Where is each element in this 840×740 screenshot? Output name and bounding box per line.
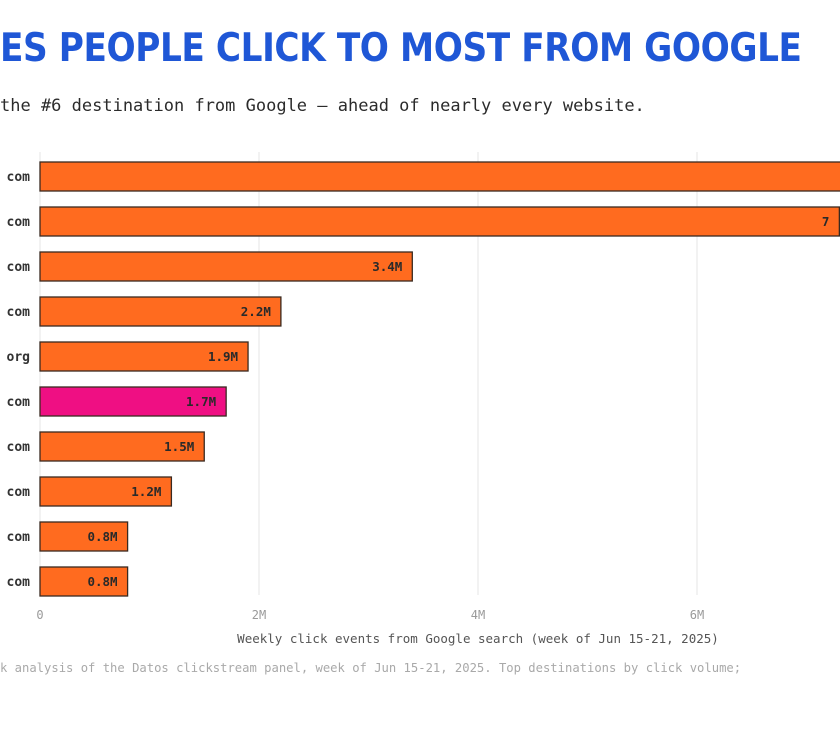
category-label: com — [7, 395, 31, 410]
bar — [39, 341, 249, 372]
value-label: 1.2M — [131, 484, 161, 499]
category-label: com — [7, 440, 31, 455]
bar — [39, 296, 282, 327]
x-tick-label: 6M — [690, 608, 704, 622]
category-label: com — [7, 485, 31, 500]
bars — [39, 161, 840, 597]
category-label: com — [7, 215, 31, 230]
category-label: com — [7, 260, 31, 275]
category-label: com — [7, 530, 31, 545]
bar — [39, 476, 173, 507]
value-label: 1.7M — [186, 394, 216, 409]
value-label: 7 — [822, 214, 830, 229]
category-label: com — [7, 170, 31, 185]
value-label: 1.9M — [208, 349, 238, 364]
bar — [39, 161, 840, 192]
x-axis-title: Weekly click events from Google search (… — [237, 631, 719, 646]
value-label: 0.8M — [87, 574, 117, 589]
value-label: 1.5M — [164, 439, 194, 454]
bar — [39, 521, 129, 552]
bar — [39, 566, 129, 597]
x-axis-ticks: 0 2M 4M 6M — [36, 608, 704, 622]
bar-highlight — [39, 386, 227, 417]
x-tick-label: 2M — [252, 608, 266, 622]
value-labels: 7 3.4M 2.2M 1.9M 1.7M 1.5M 1.2M 0.8M 0.8M — [87, 214, 829, 589]
category-label: org — [7, 350, 30, 365]
chart-title: ES PEOPLE CLICK TO MOST FROM GOOGLE — [0, 26, 802, 71]
bar-chart: com com com com org com com com com com 7 3.4M 2.2M… — [7, 152, 840, 646]
x-tick-label: 0 — [36, 608, 43, 622]
category-label: com — [7, 575, 31, 590]
bar — [39, 431, 205, 462]
value-label: 0.8M — [87, 529, 117, 544]
bar — [39, 251, 413, 282]
category-label: com — [7, 305, 31, 320]
footnote: k analysis of the Datos clickstream pane… — [0, 661, 742, 675]
category-labels: com com com com org com com com com com — [7, 170, 31, 590]
value-label: 3.4M — [372, 259, 402, 274]
chart-subtitle: the #6 destination from Google — ahead o… — [0, 96, 645, 116]
value-label: 2.2M — [241, 304, 271, 319]
bar — [39, 206, 840, 237]
x-tick-label: 4M — [471, 608, 485, 622]
